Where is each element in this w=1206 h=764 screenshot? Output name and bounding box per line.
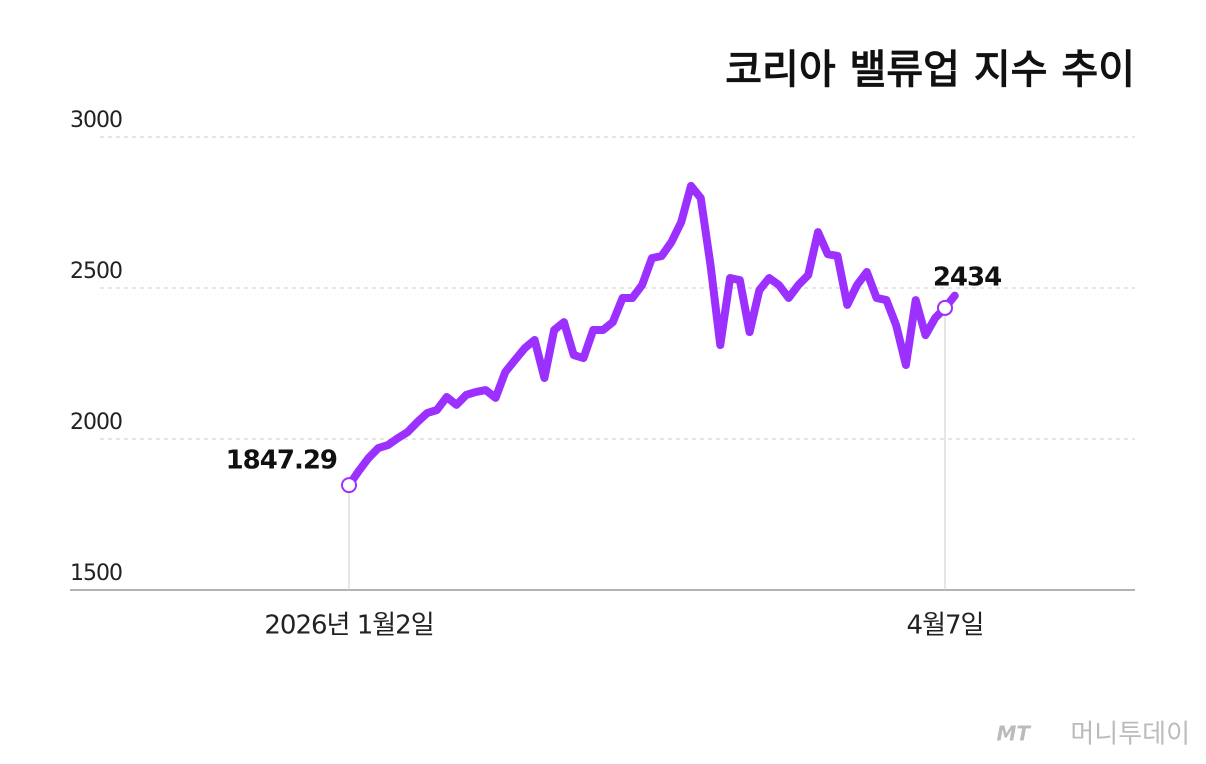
y-tick-label: 2000 — [70, 410, 122, 435]
y-tick-label: 3000 — [70, 108, 122, 133]
x-tick-label: 4월7일 — [907, 611, 984, 641]
logo: MT — [996, 722, 1031, 746]
data-label: 2434 — [933, 262, 1001, 292]
y-tick-label: 2500 — [70, 259, 122, 284]
line — [345, 181, 959, 490]
end-point — [341, 477, 357, 494]
y-tick-label: 1500 — [70, 561, 122, 586]
end-point — [937, 299, 953, 316]
x-tick-label: 2026년 1월2일 — [264, 611, 433, 641]
chart-title: 코리아 밸류업 지수 추이 — [725, 47, 1135, 93]
source: 머니투데이 — [1070, 720, 1190, 750]
data-label: 1847.29 — [226, 446, 337, 476]
